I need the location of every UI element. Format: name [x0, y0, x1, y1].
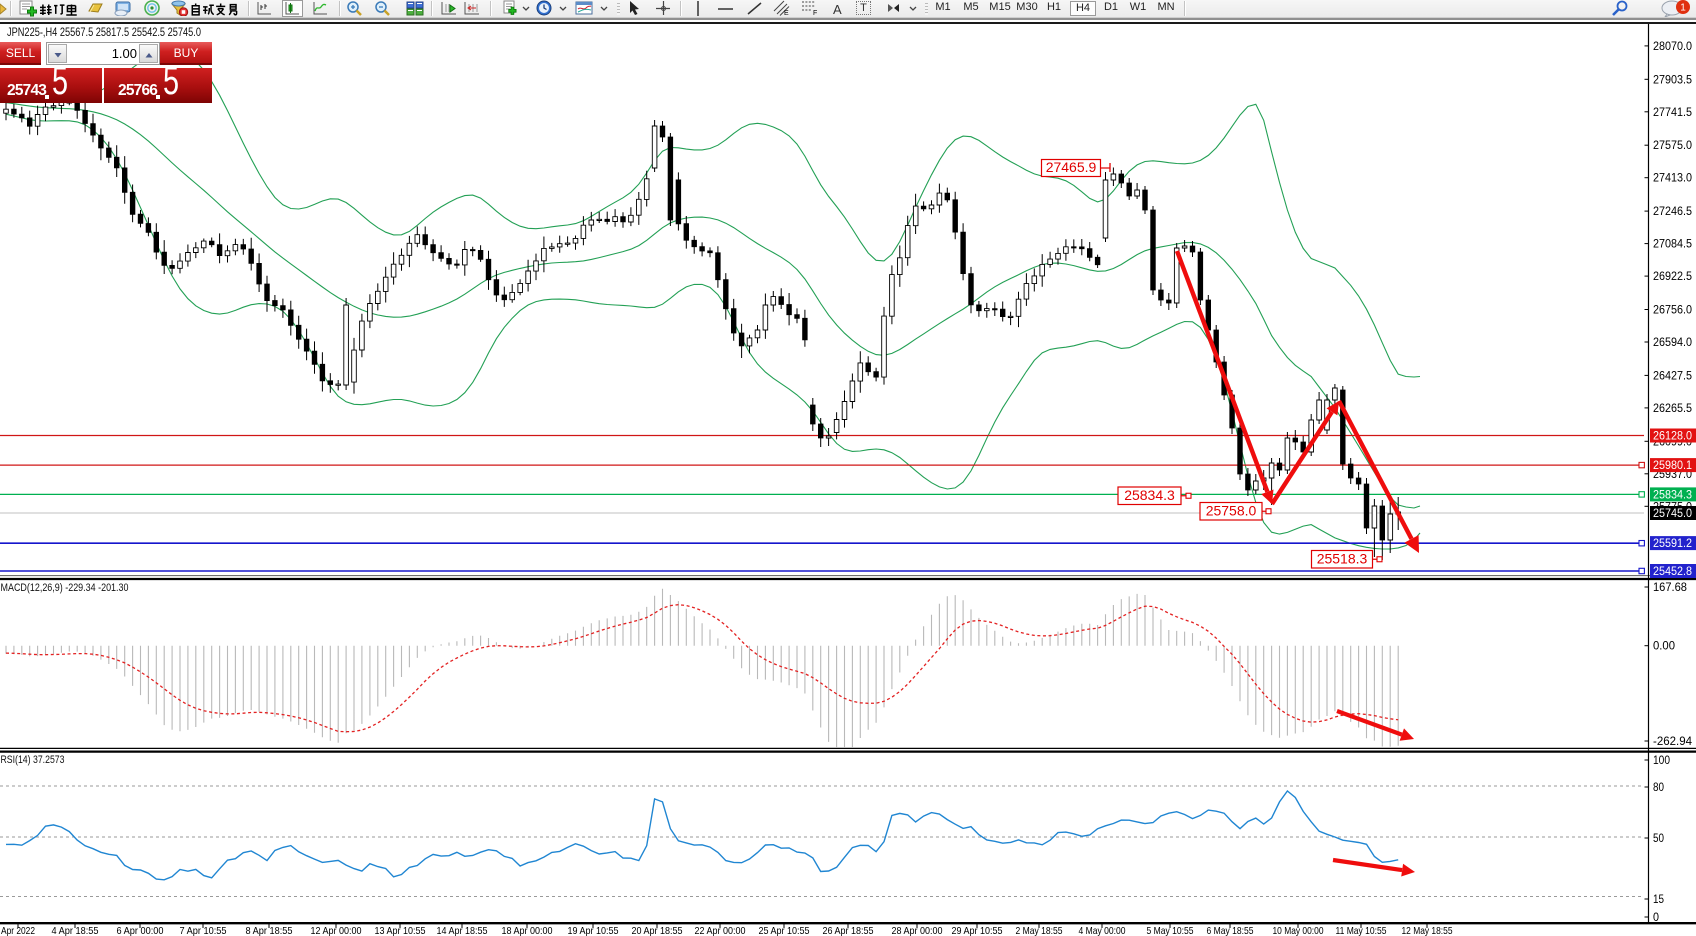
svg-text:27575.0: 27575.0: [1653, 140, 1692, 152]
svg-text:20 Apr 18:55: 20 Apr 18:55: [632, 926, 683, 936]
svg-text:26 Apr 18:55: 26 Apr 18:55: [823, 926, 874, 936]
svg-text:25452.8: 25452.8: [1653, 566, 1692, 578]
svg-text:7 Apr 10:55: 7 Apr 10:55: [180, 926, 227, 936]
svg-text:26128.0: 26128.0: [1653, 431, 1692, 443]
svg-text:27413.0: 27413.0: [1653, 173, 1692, 185]
svg-text:25518.3: 25518.3: [1317, 551, 1368, 567]
svg-text:100: 100: [1653, 755, 1670, 767]
svg-text:15: 15: [1653, 894, 1664, 906]
svg-text:0: 0: [1653, 912, 1659, 924]
svg-text:1: 1: [1680, 3, 1686, 14]
svg-text:4 May 00:00: 4 May 00:00: [1079, 926, 1126, 936]
svg-text:2 May 18:55: 2 May 18:55: [1016, 926, 1063, 936]
svg-text:13 Apr 10:55: 13 Apr 10:55: [375, 926, 426, 936]
svg-text:26594.0: 26594.0: [1653, 337, 1692, 349]
svg-text:167.68: 167.68: [1653, 582, 1687, 594]
svg-text:JPN225-,H4 25567.5 25817.5 25: JPN225-,H4 25567.5 25817.5 25542.5 25745…: [7, 25, 201, 39]
svg-text:25 Apr 10:55: 25 Apr 10:55: [759, 926, 810, 936]
svg-text:25834.3: 25834.3: [1124, 487, 1175, 503]
svg-text:27741.5: 27741.5: [1653, 107, 1692, 119]
svg-text:27903.5: 27903.5: [1653, 74, 1692, 86]
svg-text:25834.3: 25834.3: [1653, 489, 1692, 501]
svg-text:26756.0: 26756.0: [1653, 305, 1692, 317]
svg-text:RSI(14) 37.2573: RSI(14) 37.2573: [1, 754, 65, 766]
svg-text:26922.5: 26922.5: [1653, 271, 1692, 283]
svg-text:27084.5: 27084.5: [1653, 239, 1692, 251]
svg-text:8 Apr 18:55: 8 Apr 18:55: [246, 926, 293, 936]
svg-text:14 Apr 18:55: 14 Apr 18:55: [437, 926, 488, 936]
svg-text:28 Apr 00:00: 28 Apr 00:00: [892, 926, 943, 936]
svg-text:6 Apr 00:00: 6 Apr 00:00: [117, 926, 164, 936]
svg-text:25758.0: 25758.0: [1206, 503, 1257, 519]
svg-text:12 Apr 00:00: 12 Apr 00:00: [311, 926, 362, 936]
svg-text:12 May 18:55: 12 May 18:55: [1402, 926, 1453, 936]
svg-text:27465.9: 27465.9: [1046, 159, 1097, 175]
svg-text:19 Apr 10:55: 19 Apr 10:55: [568, 926, 619, 936]
svg-text:-262.94: -262.94: [1653, 736, 1693, 748]
svg-text:MACD(12,26,9) -229.34 -201.30: MACD(12,26,9) -229.34 -201.30: [1, 582, 129, 594]
svg-text:29 Apr 10:55: 29 Apr 10:55: [952, 926, 1003, 936]
svg-text:F: F: [813, 10, 817, 16]
svg-text:5 May 10:55: 5 May 10:55: [1147, 926, 1194, 936]
svg-text:25745.0: 25745.0: [1653, 508, 1692, 520]
svg-text:0.00: 0.00: [1653, 641, 1675, 653]
svg-text:Apr 2022: Apr 2022: [1, 926, 35, 936]
svg-text:E: E: [784, 10, 789, 16]
svg-text:25591.2: 25591.2: [1653, 538, 1692, 550]
svg-text:26427.5: 26427.5: [1653, 370, 1692, 382]
svg-text:26265.5: 26265.5: [1653, 403, 1692, 415]
svg-text:11 May 10:55: 11 May 10:55: [1336, 926, 1387, 936]
svg-text:6 May 18:55: 6 May 18:55: [1207, 926, 1254, 936]
svg-text:28070.0: 28070.0: [1653, 41, 1692, 53]
svg-text:4 Apr 18:55: 4 Apr 18:55: [52, 926, 99, 936]
svg-text:10 May 00:00: 10 May 00:00: [1273, 926, 1324, 936]
svg-text:25980.1: 25980.1: [1653, 460, 1692, 472]
svg-text:22 Apr 00:00: 22 Apr 00:00: [695, 926, 746, 936]
svg-text:18 Apr 00:00: 18 Apr 00:00: [502, 926, 553, 936]
svg-text:50: 50: [1653, 833, 1664, 845]
svg-text:80: 80: [1653, 782, 1664, 794]
svg-text:27246.5: 27246.5: [1653, 206, 1692, 218]
